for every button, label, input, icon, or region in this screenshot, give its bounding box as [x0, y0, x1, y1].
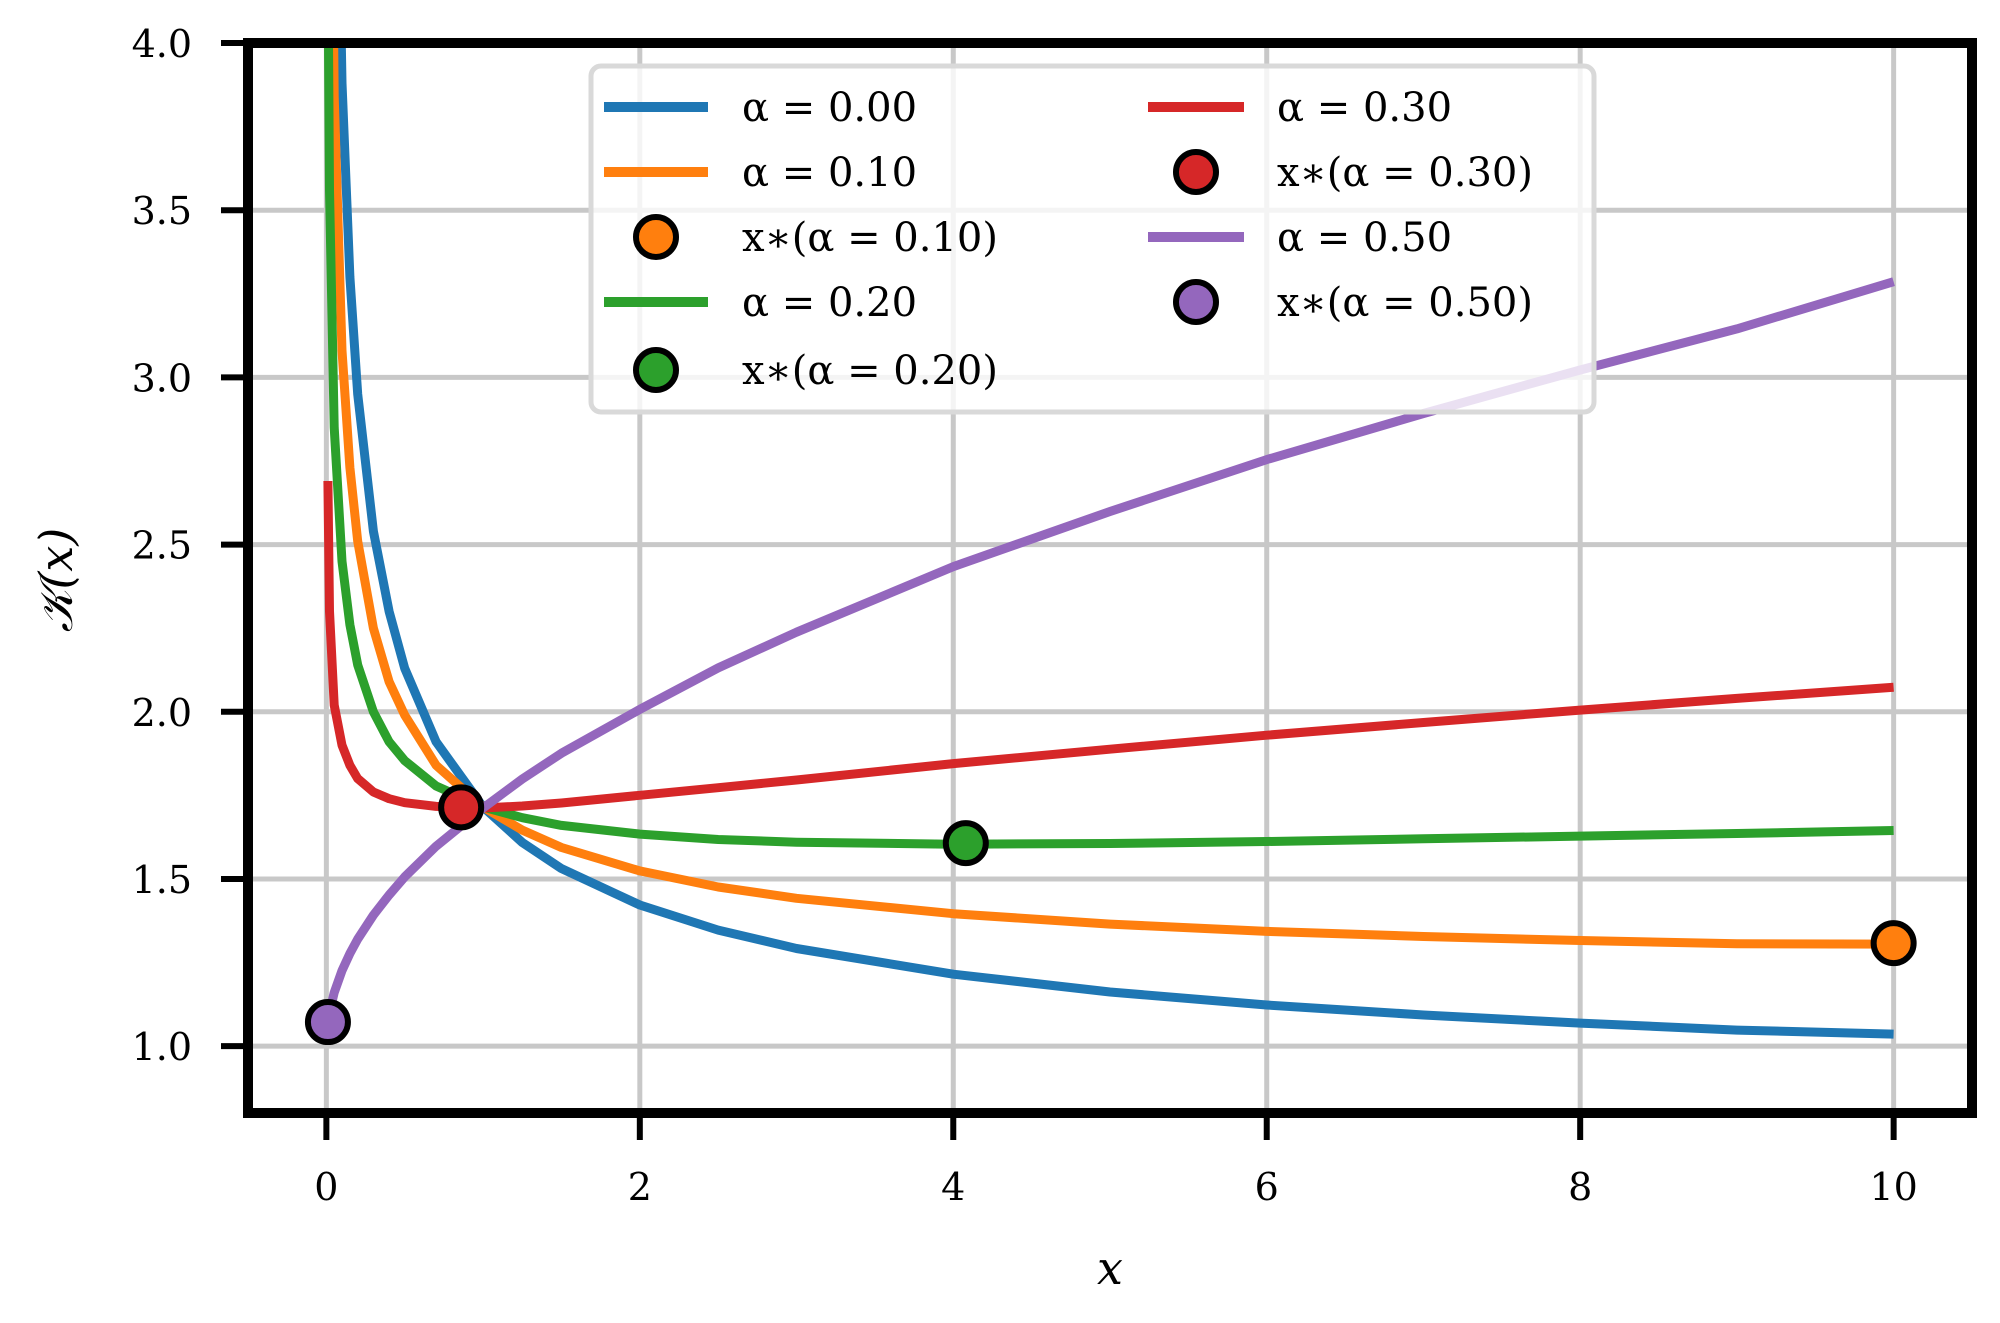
optimum-marker-alpha-0-3	[438, 784, 485, 831]
axes-frame	[243, 38, 1977, 1118]
legend-entry: α = 0.50	[1148, 215, 1452, 261]
legend-marker-swatch	[633, 347, 679, 393]
legend-label: α = 0.00	[742, 85, 917, 131]
x-tick-label: 4	[941, 1165, 965, 1209]
legend: α = 0.00 α = 0.10 x∗(α = 0.10) α = 0.20 x∗(α…	[588, 63, 1597, 415]
x-axis-label: x	[1097, 1241, 1123, 1295]
x-tick-label: 0	[314, 1165, 338, 1209]
series-line-alpha-0-5	[323, 277, 1895, 1023]
x-tick-label: 8	[1568, 1165, 1592, 1209]
legend-entry: x∗(α = 0.50)	[1173, 279, 1533, 326]
y-axis-label: 𝒦(x)	[29, 528, 83, 633]
legend-label: x∗(α = 0.50)	[1277, 280, 1533, 326]
y-tick-label: 2.0	[132, 691, 192, 735]
legend-label: x∗(α = 0.30)	[1277, 150, 1533, 196]
legend-entry: α = 0.00	[604, 85, 917, 131]
y-tick-label: 2.5	[132, 524, 192, 568]
legend-label: x∗(α = 0.20)	[742, 348, 998, 394]
x-tick-label: 2	[628, 1165, 652, 1209]
series-line-alpha-0	[336, 43, 1894, 1039]
legend-label: α = 0.50	[1277, 215, 1452, 261]
x-tick-label: 10	[1869, 1165, 1917, 1209]
legend-label: α = 0.10	[742, 150, 917, 196]
optimum-marker-alpha-0-2	[942, 820, 989, 867]
series-line-alpha-0-2	[323, 43, 1894, 849]
legend-marker-swatch	[633, 214, 679, 260]
series-line-alpha-0-3	[323, 480, 1894, 813]
plot-series	[323, 43, 1895, 1039]
x-tick-label: 6	[1255, 1165, 1279, 1209]
legend-entry: α = 0.20	[604, 280, 917, 326]
optimum-marker-alpha-0-1	[1870, 920, 1917, 967]
y-tick-label: 1.0	[132, 1025, 192, 1069]
y-tick-label: 4.0	[132, 22, 192, 66]
optimum-marker-alpha-0-5	[304, 999, 351, 1046]
series-line-alpha-0-1	[329, 43, 1894, 949]
optimum-markers	[304, 784, 1917, 1046]
legend-label: α = 0.30	[1277, 85, 1452, 131]
legend-label: x∗(α = 0.10)	[742, 215, 998, 261]
legend-label: α = 0.20	[742, 280, 917, 326]
legend-marker-swatch	[1173, 279, 1219, 325]
legend-entry: α = 0.10	[604, 150, 917, 196]
legend-entry: x∗(α = 0.30)	[1173, 149, 1533, 196]
y-tick-label: 3.5	[132, 189, 192, 233]
legend-marker-swatch	[1173, 149, 1219, 195]
legend-entry: α = 0.30	[1148, 85, 1452, 131]
legend-frame	[588, 63, 1597, 415]
axis-ticks: 0 2 4 6 8 10 1.0 1.5 2.0 2.5 3.0 3.5 4.0	[132, 22, 1918, 1209]
y-tick-label: 3.0	[132, 356, 192, 400]
y-tick-label: 1.5	[132, 858, 192, 902]
legend-entry: x∗(α = 0.10)	[633, 214, 998, 261]
legend-entry: x∗(α = 0.20)	[633, 347, 998, 394]
